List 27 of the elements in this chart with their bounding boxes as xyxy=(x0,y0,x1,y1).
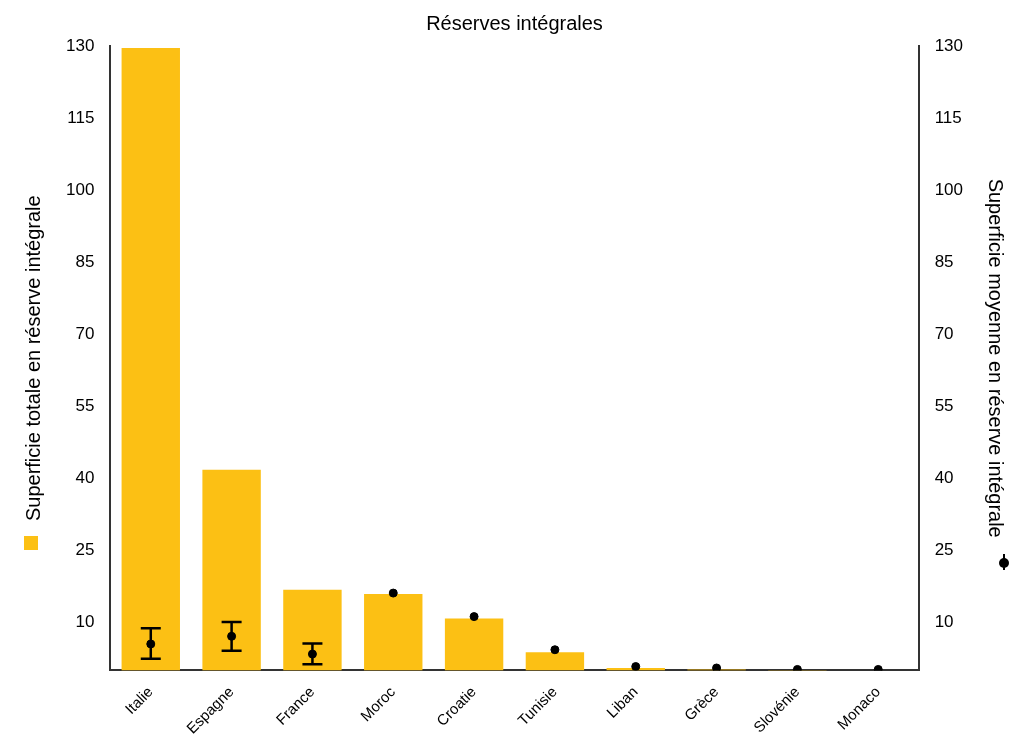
y2-tick-label: 10 xyxy=(934,612,954,632)
y2-tick-label: 115 xyxy=(934,107,962,127)
y-tick-label: 70 xyxy=(75,323,95,343)
y-tick-label: 130 xyxy=(65,35,95,55)
y-tick-label: 40 xyxy=(75,467,95,487)
y2-tick-label: 70 xyxy=(934,323,954,343)
bar xyxy=(202,469,261,671)
y2-tick-label: 100 xyxy=(934,179,964,199)
y-tick-label: 115 xyxy=(67,107,95,127)
y-axis-title: Superficie totale en réserve intégrale xyxy=(21,195,44,522)
y2-axis-title: Superficie moyenne en réserve intégrale xyxy=(985,178,1008,538)
bar xyxy=(121,47,180,671)
y2-tick-label: 85 xyxy=(934,251,954,271)
bar xyxy=(364,594,423,671)
bar xyxy=(283,589,342,671)
bar xyxy=(525,652,585,671)
y-tick-label: 100 xyxy=(65,179,95,199)
y-tick-label: 85 xyxy=(75,251,95,271)
y-tick-label: 55 xyxy=(75,395,95,415)
y-tick-label: 25 xyxy=(75,540,95,560)
chart-title: Réserves intégrales xyxy=(426,11,603,34)
bar xyxy=(444,618,504,671)
y-tick-label: 10 xyxy=(75,612,95,632)
y2-tick-label: 130 xyxy=(934,35,964,55)
y2-tick-label: 25 xyxy=(934,540,954,560)
y2-tick-label: 40 xyxy=(934,467,954,487)
y2-tick-label: 55 xyxy=(934,395,954,415)
